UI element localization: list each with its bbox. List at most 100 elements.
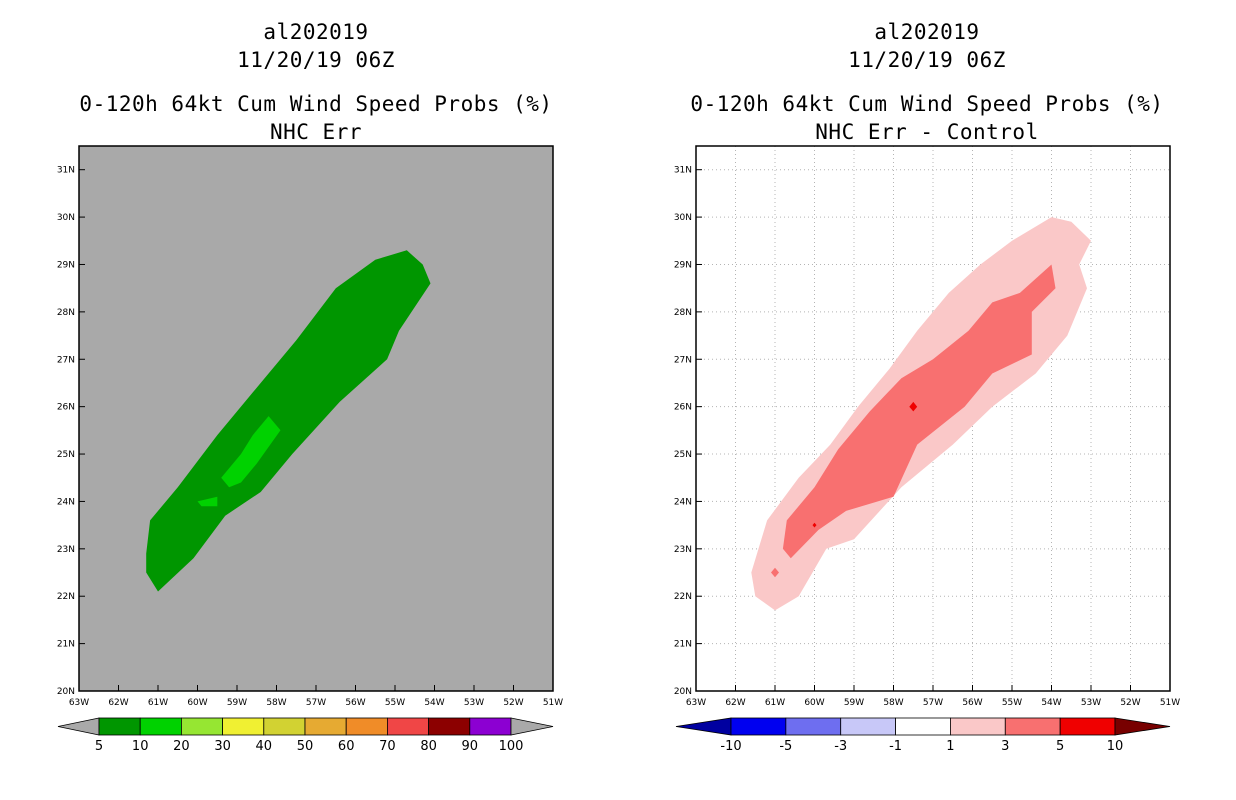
x-tick-label: 61W bbox=[148, 698, 168, 708]
colorbar-box bbox=[1004, 717, 1061, 736]
colorbar-box bbox=[840, 717, 896, 736]
left-title-product: 0-120h 64kt Cum Wind Speed Probs (%) bbox=[79, 92, 553, 116]
colorbar-box bbox=[469, 717, 512, 736]
x-tick-label: 62W bbox=[108, 698, 128, 708]
right-title-datetime: 11/20/19 06Z bbox=[848, 48, 1006, 72]
y-tick-label: 24N bbox=[674, 497, 692, 507]
y-tick-label: 20N bbox=[674, 687, 692, 697]
x-tick-label: 61W bbox=[765, 698, 785, 708]
contour-region-3-5 bbox=[782, 264, 1056, 559]
right-title-product: 0-120h 64kt Cum Wind Speed Probs (%) bbox=[690, 92, 1164, 116]
y-tick-label: 28N bbox=[57, 308, 75, 318]
y-tick-label: 25N bbox=[674, 450, 692, 460]
left-title-datetime: 11/20/19 06Z bbox=[237, 48, 395, 72]
colorbar-label: 10 bbox=[1107, 739, 1124, 754]
colorbar-box bbox=[304, 717, 347, 736]
y-tick-label: 31N bbox=[57, 166, 75, 176]
colorbar-box bbox=[785, 717, 842, 736]
y-tick-label: 29N bbox=[674, 260, 692, 270]
colorbar-label: 1 bbox=[946, 739, 954, 754]
y-tick-label: 31N bbox=[674, 166, 692, 176]
y-tick-label: 27N bbox=[674, 355, 692, 365]
colorbar-label: 50 bbox=[297, 739, 314, 754]
colorbar-box bbox=[222, 717, 265, 736]
colorbar-label: 30 bbox=[214, 739, 231, 754]
x-tick-label: 57W bbox=[923, 698, 943, 708]
y-tick-label: 30N bbox=[674, 213, 692, 223]
colorbar-box bbox=[139, 717, 182, 736]
y-tick-label: 23N bbox=[57, 545, 75, 555]
x-tick-label: 60W bbox=[187, 698, 207, 708]
y-tick-label: 29N bbox=[57, 260, 75, 270]
colorbar-label: -10 bbox=[720, 739, 741, 754]
colorbar-box bbox=[428, 717, 471, 736]
map-panel-1: 63W 62W 61W 60W 59W 58W 57W 56W 55W 54W 53W 52W 51W 2… bbox=[57, 145, 563, 754]
y-tick-label: 21N bbox=[674, 640, 692, 650]
colorbar: 5 10 20 30 40 50 60 70 80 90 100 bbox=[57, 717, 554, 754]
y-tick-label: 22N bbox=[674, 592, 692, 602]
colorbar-box bbox=[386, 717, 429, 736]
y-tick-label: 27N bbox=[57, 355, 75, 365]
right-title-variant: NHC Err - Control bbox=[815, 120, 1039, 144]
x-tick-label: 51W bbox=[543, 698, 563, 708]
colorbar-left-arrow bbox=[57, 717, 100, 736]
colorbar-right-arrow bbox=[510, 717, 554, 736]
x-tick-label: 54W bbox=[1041, 698, 1061, 708]
y-tick-label: 20N bbox=[57, 687, 75, 697]
colorbar-box bbox=[730, 717, 787, 736]
x-tick-label: 58W bbox=[883, 698, 903, 708]
x-tick-label: 52W bbox=[503, 698, 523, 708]
y-tick-label: 22N bbox=[57, 592, 75, 602]
y-tick-label: 21N bbox=[57, 640, 75, 650]
y-tick-label: 28N bbox=[674, 308, 692, 318]
colorbar-label: 10 bbox=[132, 739, 149, 754]
colorbar-box bbox=[1059, 717, 1116, 736]
colorbar-box bbox=[98, 717, 141, 736]
x-tick-label: 56W bbox=[962, 698, 982, 708]
y-tick-label: 24N bbox=[57, 497, 75, 507]
map-panel-2: 63W 62W 61W 60W 59W 58W 57W 56W 55W 54W 53W 52W 51W 2… bbox=[674, 145, 1180, 754]
colorbar-box bbox=[263, 717, 306, 736]
colorbar-label: 80 bbox=[420, 739, 437, 754]
y-tick-label: 23N bbox=[674, 545, 692, 555]
colorbar-label: 40 bbox=[256, 739, 273, 754]
colorbar-left-arrow bbox=[675, 717, 732, 736]
colorbar-box bbox=[180, 717, 223, 736]
colorbar-label: 3 bbox=[1001, 739, 1009, 754]
contour-region-10-20 bbox=[197, 496, 218, 507]
colorbar-box bbox=[895, 717, 951, 736]
colorbar-label: 20 bbox=[173, 739, 190, 754]
colorbar-label: 90 bbox=[462, 739, 479, 754]
contour-region-3-5 bbox=[771, 567, 779, 578]
x-tick-label: 57W bbox=[306, 698, 326, 708]
x-tick-label: 56W bbox=[345, 698, 365, 708]
x-tick-label: 55W bbox=[385, 698, 405, 708]
colorbar-label: 5 bbox=[1056, 739, 1064, 754]
x-tick-label: 53W bbox=[1081, 698, 1101, 708]
contour-region-5-10 bbox=[812, 522, 817, 528]
left-title-storm-id: al202019 bbox=[263, 20, 369, 44]
colorbar: -10 -5 -3 -1 1 3 5 10 bbox=[675, 717, 1171, 754]
x-tick-label: 59W bbox=[844, 698, 864, 708]
x-tick-label: 52W bbox=[1120, 698, 1140, 708]
x-tick-label: 60W bbox=[804, 698, 824, 708]
colorbar-label: 70 bbox=[379, 739, 396, 754]
x-tick-label: 53W bbox=[464, 698, 484, 708]
colorbar-label: 5 bbox=[95, 739, 103, 754]
y-tick-label: 30N bbox=[57, 213, 75, 223]
x-tick-label: 55W bbox=[1002, 698, 1022, 708]
x-tick-label: 54W bbox=[424, 698, 444, 708]
x-tick-label: 62W bbox=[725, 698, 745, 708]
colorbar-label: -1 bbox=[889, 739, 902, 754]
right-title-storm-id: al202019 bbox=[874, 20, 980, 44]
contour-region-5-10 bbox=[909, 401, 918, 412]
x-tick-label: 51W bbox=[1160, 698, 1180, 708]
x-tick-label: 63W bbox=[69, 698, 89, 708]
colorbar-label: -5 bbox=[779, 739, 792, 754]
x-tick-label: 59W bbox=[227, 698, 247, 708]
colorbar-label: 60 bbox=[338, 739, 355, 754]
y-tick-label: 26N bbox=[674, 403, 692, 413]
colorbar-box bbox=[345, 717, 388, 736]
colorbar-label: -3 bbox=[834, 739, 847, 754]
